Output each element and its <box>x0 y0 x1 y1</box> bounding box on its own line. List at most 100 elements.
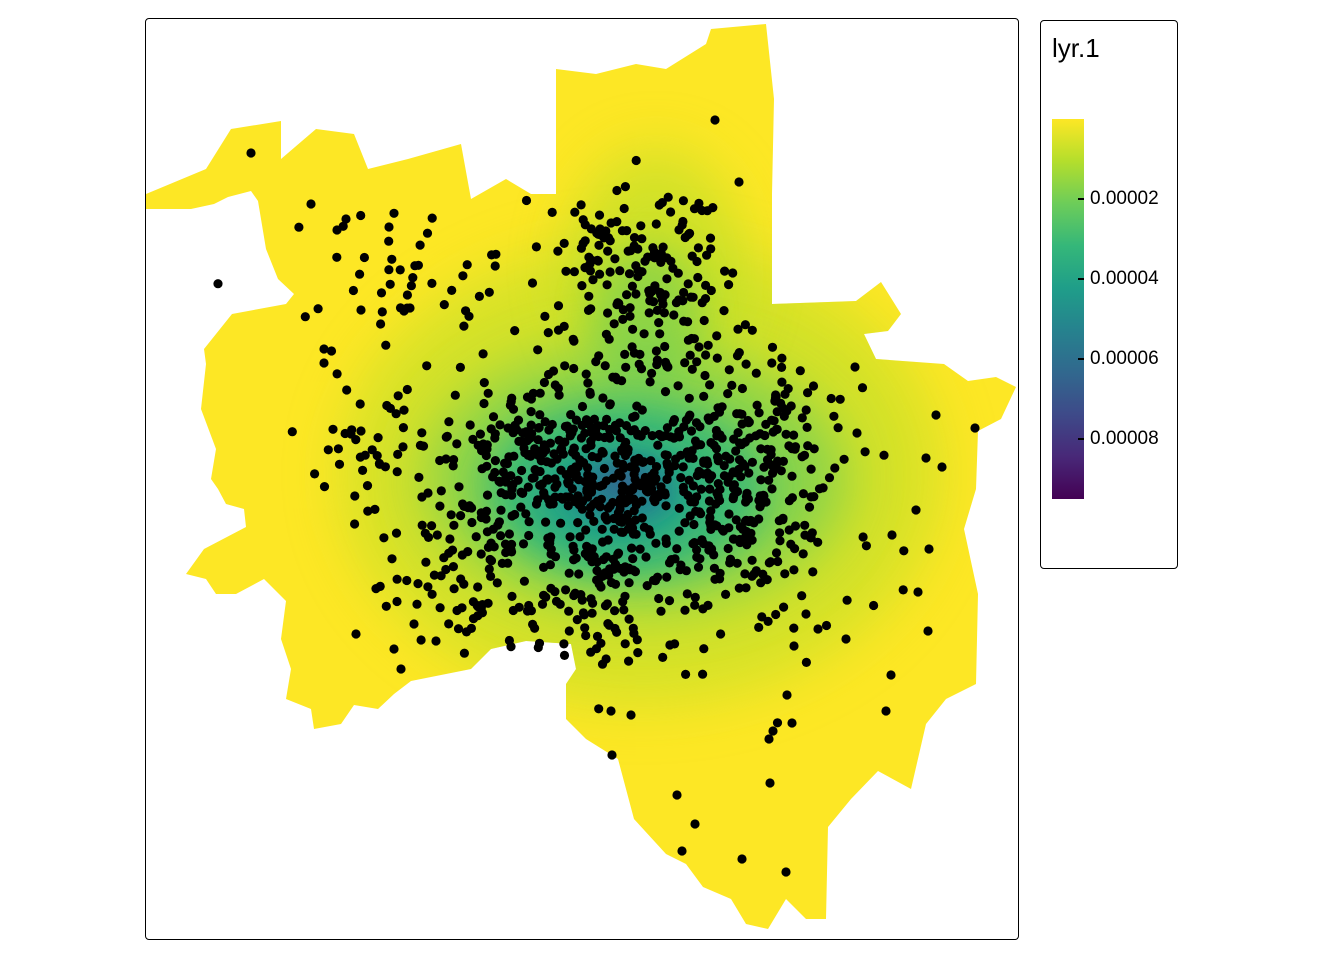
event-point <box>700 294 711 304</box>
event-point <box>526 420 536 430</box>
event-point <box>385 279 395 289</box>
event-point <box>680 358 690 368</box>
event-point <box>692 256 702 267</box>
event-point <box>594 351 604 361</box>
event-point <box>649 494 659 504</box>
event-point <box>734 583 744 593</box>
event-point <box>393 391 403 401</box>
event-point <box>387 554 397 564</box>
event-point <box>673 381 683 391</box>
event-point <box>346 429 356 439</box>
event-point <box>484 287 494 297</box>
event-point <box>628 482 638 493</box>
event-point <box>858 532 868 542</box>
event-point <box>752 400 762 410</box>
event-point <box>526 407 536 417</box>
event-point <box>705 484 715 494</box>
event-point <box>668 417 678 427</box>
event-point <box>359 252 369 263</box>
event-point <box>651 219 661 229</box>
event-point <box>564 626 574 636</box>
event-point <box>585 387 595 397</box>
event-point <box>599 463 609 474</box>
event-point <box>767 484 777 494</box>
event-point <box>450 390 460 400</box>
legend-title: lyr.1 <box>1052 33 1100 63</box>
event-point <box>402 384 412 395</box>
event-point <box>595 269 605 279</box>
event-point <box>635 544 645 554</box>
event-point <box>392 574 402 584</box>
event-point <box>737 854 747 864</box>
event-point <box>350 491 360 501</box>
event-point <box>559 238 569 248</box>
event-point <box>598 393 608 403</box>
event-point <box>762 575 772 585</box>
event-point <box>409 619 419 629</box>
event-point <box>375 459 385 469</box>
event-point <box>572 615 582 625</box>
event-point <box>612 458 622 468</box>
event-point <box>645 377 655 387</box>
event-point <box>522 606 533 616</box>
event-point <box>577 504 587 514</box>
event-point <box>441 432 451 442</box>
event-point <box>734 177 744 187</box>
event-point <box>587 544 597 554</box>
event-point <box>530 623 540 633</box>
event-point <box>580 220 590 230</box>
event-point <box>710 115 720 125</box>
event-point <box>632 401 642 411</box>
event-point <box>797 591 807 601</box>
event-point <box>698 669 708 679</box>
event-point <box>686 497 696 507</box>
event-point <box>661 534 671 544</box>
event-point <box>213 279 223 289</box>
event-point <box>507 393 517 403</box>
event-point <box>800 530 810 540</box>
event-point <box>332 225 342 235</box>
event-point <box>709 550 719 560</box>
event-point <box>601 329 611 339</box>
event-point <box>533 345 543 355</box>
event-point <box>591 644 601 654</box>
event-point <box>744 418 754 428</box>
color-legend: lyr.1 0.00002 0.00004 0.00006 0.00008 <box>1040 20 1178 569</box>
event-point <box>789 623 799 633</box>
event-point <box>658 652 668 663</box>
event-point <box>478 349 488 359</box>
event-point <box>620 182 630 192</box>
event-point <box>732 351 743 361</box>
event-point <box>772 424 782 434</box>
event-point <box>747 555 757 565</box>
event-point <box>391 409 401 419</box>
event-point <box>772 718 783 728</box>
event-point <box>609 524 619 534</box>
event-point <box>563 501 573 511</box>
event-point <box>468 434 478 444</box>
event-point <box>594 704 604 714</box>
event-point <box>624 614 634 624</box>
event-point <box>384 265 394 275</box>
event-point <box>749 569 759 579</box>
event-point <box>751 368 761 378</box>
event-point <box>633 648 643 658</box>
event-point <box>539 590 549 600</box>
event-point <box>544 425 554 435</box>
event-point <box>488 472 498 482</box>
event-point <box>626 426 636 436</box>
event-point <box>534 638 545 648</box>
event-point <box>429 570 439 580</box>
event-point <box>614 298 624 309</box>
event-point <box>529 473 539 483</box>
event-point <box>617 481 628 491</box>
event-point <box>384 236 394 246</box>
event-point <box>569 545 579 555</box>
event-point <box>398 423 408 433</box>
event-point <box>601 226 611 236</box>
event-point <box>841 634 851 644</box>
event-point <box>721 589 731 600</box>
event-point <box>835 394 845 404</box>
event-point <box>736 440 747 450</box>
event-point <box>449 520 459 530</box>
